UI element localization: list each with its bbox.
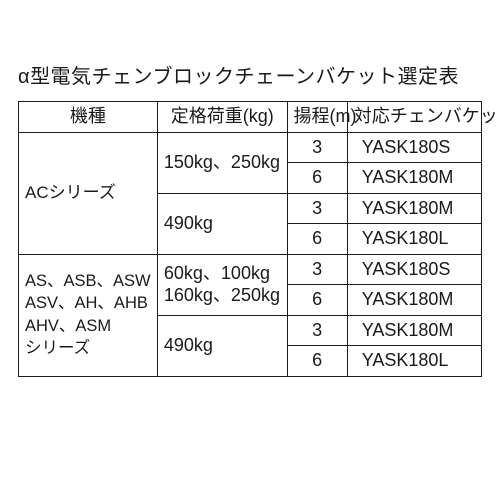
cell-bucket: YASK180M bbox=[347, 163, 481, 194]
cell-lift: 3 bbox=[287, 193, 347, 224]
cell-model: ACシリーズ bbox=[19, 132, 158, 254]
page: α型電気チェンブロックチェーンバケット選定表 機種 定格荷重(kg) 揚程(m)… bbox=[0, 0, 500, 500]
header-model: 機種 bbox=[19, 102, 158, 133]
cell-lift: 6 bbox=[287, 163, 347, 194]
cell-bucket: YASK180M bbox=[347, 315, 481, 346]
cell-lift: 3 bbox=[287, 315, 347, 346]
cell-load: 490kg bbox=[157, 315, 287, 376]
cell-bucket: YASK180S bbox=[347, 132, 481, 163]
header-row: 機種 定格荷重(kg) 揚程(m) 対応チェンバケット bbox=[19, 102, 482, 133]
cell-bucket: YASK180M bbox=[347, 193, 481, 224]
header-load: 定格荷重(kg) bbox=[157, 102, 287, 133]
cell-lift: 6 bbox=[287, 346, 347, 377]
cell-load: 490kg bbox=[157, 193, 287, 254]
cell-bucket: YASK180S bbox=[347, 254, 481, 285]
cell-lift: 3 bbox=[287, 132, 347, 163]
cell-bucket: YASK180L bbox=[347, 346, 481, 377]
cell-lift: 6 bbox=[287, 285, 347, 316]
header-lift: 揚程(m) bbox=[287, 102, 347, 133]
cell-load: 60kg、100kg160kg、250kg bbox=[157, 254, 287, 315]
cell-model: AS、ASB、ASWASV、AH、AHBAHV、ASMシリーズ bbox=[19, 254, 158, 376]
table-row: AS、ASB、ASWASV、AH、AHBAHV、ASMシリーズ 60kg、100… bbox=[19, 254, 482, 285]
header-bucket: 対応チェンバケット bbox=[347, 102, 481, 133]
cell-lift: 3 bbox=[287, 254, 347, 285]
cell-load: 150kg、250kg bbox=[157, 132, 287, 193]
table-row: ACシリーズ 150kg、250kg 3 YASK180S bbox=[19, 132, 482, 163]
table-title: α型電気チェンブロックチェーンバケット選定表 bbox=[18, 60, 482, 89]
cell-lift: 6 bbox=[287, 224, 347, 255]
cell-bucket: YASK180M bbox=[347, 285, 481, 316]
cell-bucket: YASK180L bbox=[347, 224, 481, 255]
selection-table: 機種 定格荷重(kg) 揚程(m) 対応チェンバケット ACシリーズ 150kg… bbox=[18, 101, 482, 377]
